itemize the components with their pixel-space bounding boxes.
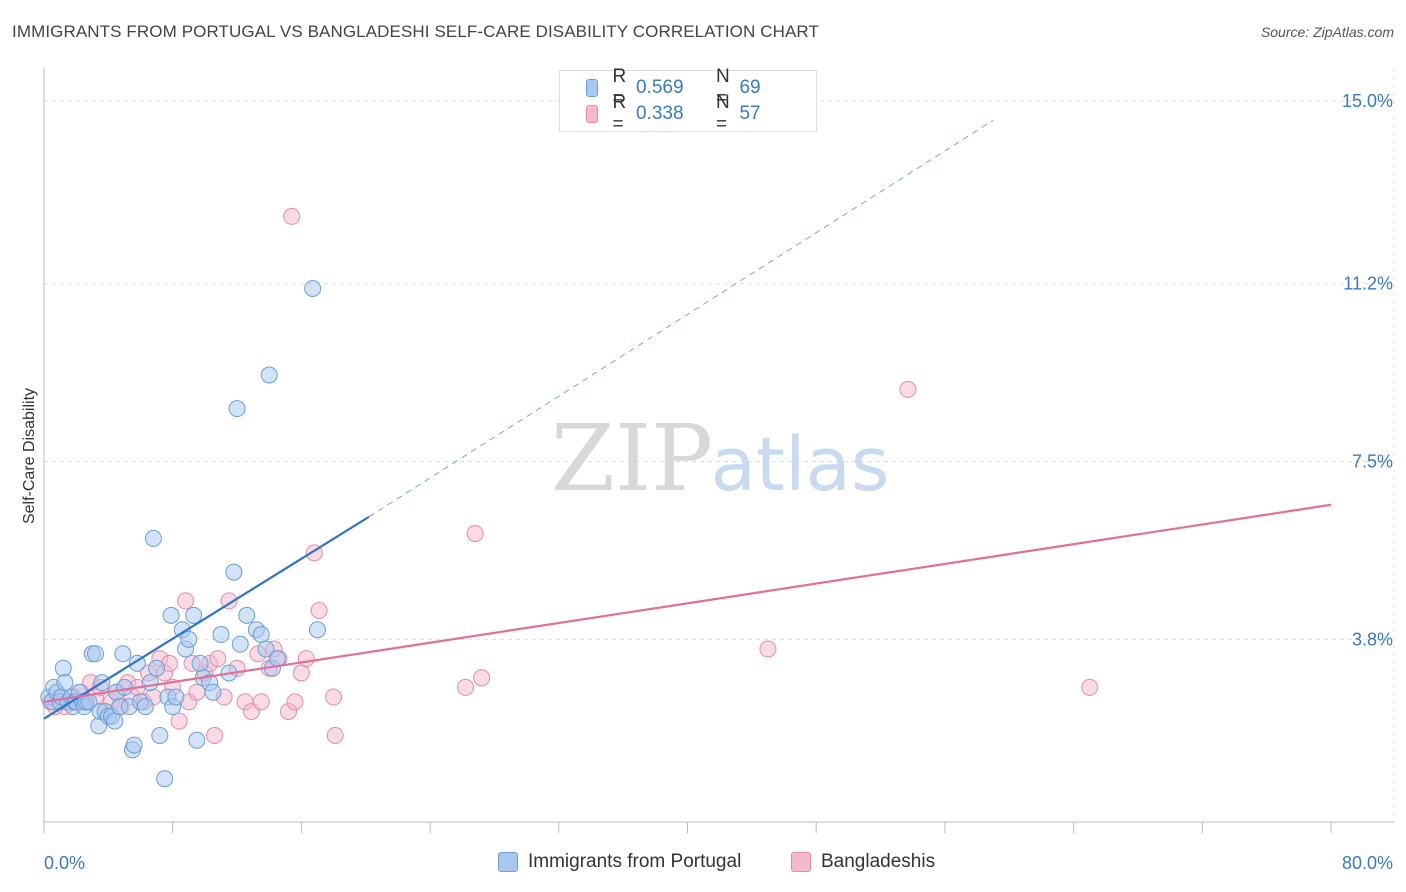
portugal-point-55: [212, 626, 230, 644]
bottom-legend-bangladeshis: Bangladeshis: [791, 851, 935, 873]
portugal-point-48: [180, 630, 198, 648]
watermark-atlas: atlas: [711, 422, 890, 508]
portugal-trend-line: [43, 515, 370, 720]
legend-r-value-portugal: 0.569: [635, 77, 684, 98]
portugal-point-26: [106, 712, 124, 730]
portugal-point-37: [141, 674, 159, 692]
bottom-legend-swatch-portugal: [498, 852, 518, 872]
bangladeshis-point-53: [456, 678, 474, 696]
grid-lines: [44, 100, 1394, 640]
portugal-point-43: [162, 606, 180, 624]
bangladeshis-point-47: [292, 664, 310, 682]
bangladeshis-point-52: [326, 726, 344, 744]
portugal-point-51: [191, 654, 209, 672]
portugal-point-29: [114, 645, 132, 663]
y-tick-label-1: 7.5%: [1352, 452, 1393, 472]
legend-n-label: N =: [715, 66, 730, 109]
bangladeshis-point-51: [325, 688, 343, 706]
legend: R = 0.569 N = 69 R = 0.338 N = 57: [559, 66, 819, 135]
legend-r-value-bangladeshis: 0.338: [635, 103, 684, 124]
bangladeshis-point-26: [177, 592, 195, 610]
legend-swatch-bangladeshis: [586, 105, 599, 123]
portugal-point-50: [188, 731, 206, 749]
chart-title: IMMIGRANTS FROM PORTUGAL VS BANGLADESHI …: [12, 22, 819, 41]
portugal-point-40: [151, 726, 169, 744]
bangladeshis-point-50: [310, 602, 328, 620]
y-tick-label-3: 15.0%: [1342, 91, 1393, 111]
bangladeshis-point-56: [759, 640, 777, 658]
bottom-legend-label-portugal: Immigrants from Portugal: [528, 851, 742, 872]
y-tick-label-0: 3.8%: [1352, 629, 1393, 649]
portugal-point-54: [204, 683, 222, 701]
tick-labels: 3.8% 7.5% 11.2% 15.0% 0.0% 80.0%: [44, 91, 1393, 873]
portugal-point-66: [260, 366, 278, 384]
bangladeshis-point-48: [297, 650, 315, 668]
portugal-point-36: [136, 698, 154, 716]
portugal-trend-extension: [368, 119, 994, 518]
trend-lines: [43, 119, 1332, 720]
bangladeshis-point-32: [209, 650, 227, 668]
bangladeshis-point-46: [286, 693, 304, 711]
bangladeshis-point-25: [170, 712, 188, 730]
bangladeshis-point-35: [220, 592, 238, 610]
bangladeshis-point-58: [1081, 678, 1099, 696]
portugal-point-19: [86, 645, 104, 663]
portugal-point-58: [228, 400, 246, 418]
portugal-point-57: [225, 563, 243, 581]
bangladeshis-point-57: [899, 380, 917, 398]
portugal-point-63: [257, 640, 275, 658]
portugal-point-33: [125, 736, 143, 754]
legend-r-label: R =: [612, 92, 627, 135]
portugal-point-45: [167, 688, 185, 706]
legend-n-label: N =: [715, 92, 730, 135]
bottom-legend-swatch-bangladeshis: [791, 852, 811, 872]
legend-n-value-bangladeshis: 57: [739, 103, 761, 124]
portugal-point-41: [156, 770, 174, 788]
legend-swatch-portugal: [586, 79, 599, 97]
watermark: ZIP atlas: [551, 405, 890, 512]
legend-n-value-portugal: 69: [739, 77, 761, 98]
legend-row-portugal: R = 0.569 N = 69: [586, 66, 819, 109]
bangladeshis-point-55: [473, 669, 491, 687]
watermark-zip: ZIP: [551, 405, 713, 512]
portugal-point-60: [238, 606, 256, 624]
portugal-point-38: [144, 529, 162, 547]
bottom-legend-label-bangladeshis: Bangladeshis: [821, 851, 936, 872]
y-tick-label-2: 11.2%: [1343, 274, 1393, 294]
x-tick-label-max: 80.0%: [1342, 853, 1393, 873]
portugal-point-6: [54, 659, 72, 677]
bangladeshis-point-33: [206, 726, 224, 744]
portugal-point-59: [231, 635, 249, 653]
portugal-point-39: [148, 659, 166, 677]
x-tick-label-min: 0.0%: [44, 853, 85, 873]
bottom-legend-portugal: Immigrants from Portugal: [498, 851, 741, 873]
portugal-point-30: [115, 678, 133, 696]
bangladeshis-point-54: [466, 525, 484, 543]
portugal-point-62: [252, 626, 270, 644]
bangladeshis-point-40: [252, 693, 270, 711]
portugal-point-67: [304, 279, 322, 297]
portugal-point-68: [308, 621, 326, 639]
y-axis-label: Self-Care Disability: [21, 387, 38, 525]
portugal-point-49: [185, 606, 203, 624]
legend-r-label: R =: [612, 66, 627, 109]
portugal-point-7: [56, 674, 74, 692]
bangladeshis-trend-line: [43, 503, 1332, 703]
legend-row-bangladeshis: R = 0.338 N = 57: [586, 92, 819, 135]
source-label: Source: ZipAtlas.com: [1260, 24, 1394, 40]
bangladeshis-point-44: [283, 207, 301, 225]
